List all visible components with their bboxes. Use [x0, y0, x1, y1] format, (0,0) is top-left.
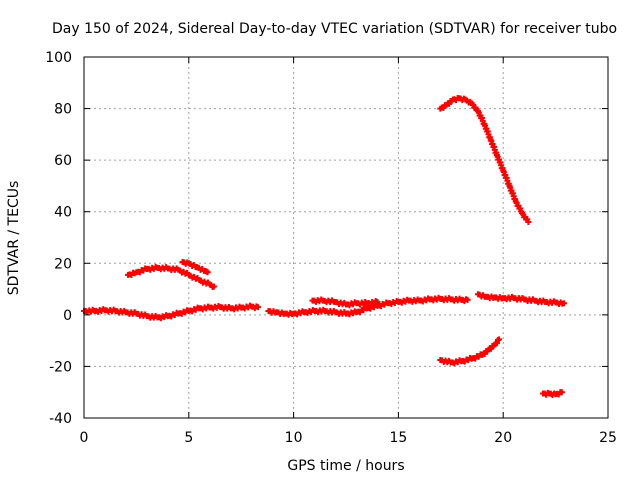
y-tick-label: -40	[49, 411, 72, 427]
data-point	[558, 389, 565, 396]
data-point	[464, 296, 471, 303]
data-series	[81, 94, 567, 399]
axis-ticks: 0 5 10 15 20 25 -40 -20 0 20 40 60 80 100	[45, 50, 617, 446]
series-arc-hump	[125, 263, 217, 291]
series-arc-negative	[437, 336, 503, 367]
grid-lines	[84, 57, 608, 418]
series-arc-short	[179, 258, 211, 276]
y-tick-label: 40	[54, 205, 72, 221]
data-point	[496, 336, 503, 343]
x-tick-label: 15	[389, 430, 407, 446]
data-point	[560, 300, 567, 307]
x-tick-label: 25	[599, 430, 617, 446]
y-tick-label: 60	[54, 153, 72, 169]
series-arc-baseline-1	[81, 302, 261, 322]
y-tick-label: 100	[45, 50, 72, 66]
plot-frame	[83, 56, 609, 419]
y-tick-label: 80	[54, 102, 72, 118]
series-arc-baseline-3	[475, 291, 567, 307]
x-tick-label: 10	[285, 430, 303, 446]
y-tick-label: -20	[49, 359, 72, 375]
data-point	[525, 219, 532, 226]
y-tick-label: 20	[54, 256, 72, 272]
data-point	[204, 269, 211, 276]
data-point	[254, 304, 261, 311]
chart-title: Day 150 of 2024, Sidereal Day-to-day VTE…	[52, 21, 617, 37]
x-tick-label: 0	[80, 430, 89, 446]
x-axis-label: GPS time / hours	[287, 458, 404, 474]
series-arc-high	[437, 94, 532, 226]
series-arc-mid-overlap	[309, 296, 381, 309]
series-arc-baseline-2	[265, 294, 471, 318]
x-tick-label: 5	[184, 430, 193, 446]
series-arc-low	[540, 389, 565, 399]
data-point	[210, 283, 217, 290]
data-point	[374, 298, 381, 305]
y-tick-label: 0	[63, 308, 72, 324]
x-tick-label: 20	[494, 430, 512, 446]
y-axis-label: SDTVAR / TECUs	[6, 181, 22, 296]
data-point	[493, 340, 500, 347]
